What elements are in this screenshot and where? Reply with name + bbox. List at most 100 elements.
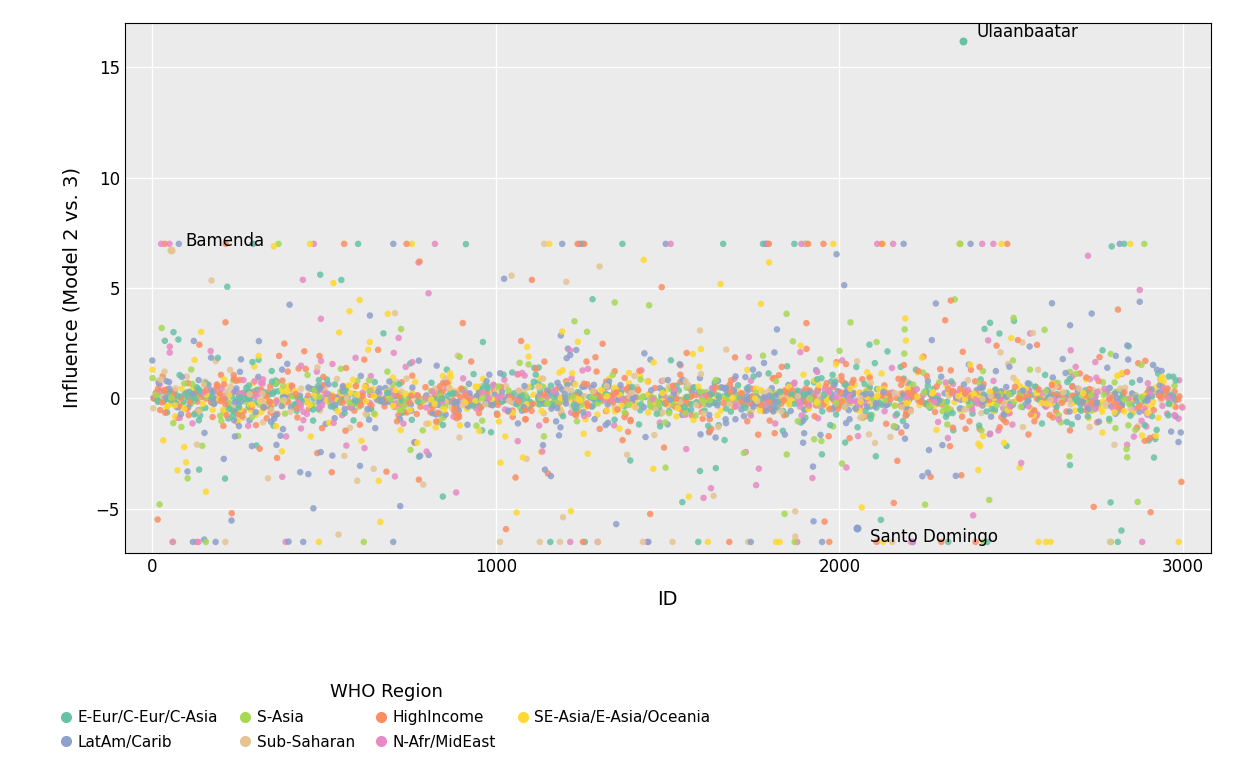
Point [306,390,326,402]
Point [392,395,412,407]
Point [835,386,855,399]
Point [804,376,824,389]
Point [946,388,966,400]
Point [433,491,453,503]
Point [885,387,905,399]
Point [162,393,182,406]
Point [822,392,842,404]
Point [487,408,507,420]
Point [557,383,577,396]
Point [668,395,688,407]
Point [409,474,429,486]
Point [305,399,324,411]
Point [231,408,251,420]
Point [817,400,837,412]
Point [248,373,268,386]
Point [560,536,580,548]
Point [711,381,731,393]
Point [300,399,319,411]
Point [544,386,564,398]
Point [196,384,216,396]
Point [428,399,448,411]
Point [231,353,251,366]
Point [1070,382,1090,395]
Point [588,392,608,404]
Point [549,381,569,393]
Point [196,389,216,401]
Point [787,391,807,403]
Point [1043,396,1063,409]
Point [725,389,745,401]
Point [150,391,170,403]
Point [950,402,970,415]
Point [283,390,303,402]
Point [920,399,940,412]
Point [156,392,176,405]
Point [281,406,301,418]
Point [552,406,572,418]
Point [401,357,421,369]
Point [353,536,373,548]
Point [951,469,971,482]
Point [991,390,1011,402]
Point [1106,349,1126,362]
Point [871,514,891,526]
Point [312,422,332,434]
Point [588,390,608,402]
Point [1114,386,1134,399]
Point [170,400,190,412]
Point [514,369,534,382]
Point [617,383,636,396]
Point [301,430,321,442]
Point [1027,384,1047,396]
Point [789,386,809,399]
Point [641,401,661,413]
Point [188,406,208,418]
Point [406,376,426,388]
Point [1138,395,1158,407]
Point [951,404,971,416]
Point [469,425,489,437]
Point [1068,394,1088,406]
Point [953,379,973,391]
Point [789,391,809,403]
Point [866,392,886,404]
Point [1112,368,1132,380]
Point [797,385,817,397]
Point [1129,406,1149,418]
Point [615,406,635,419]
Point [1112,385,1132,397]
Point [562,400,582,412]
Point [603,396,623,409]
Point [1035,399,1055,412]
Point [633,390,653,402]
Point [649,399,669,411]
Point [879,390,899,402]
Point [1080,421,1099,433]
Point [993,402,1013,414]
Point [875,405,895,417]
Point [832,354,852,366]
Point [1078,397,1098,409]
Point [736,446,756,458]
Point [388,409,408,422]
Point [175,402,195,415]
Point [721,374,741,386]
Point [768,389,787,401]
Point [308,382,328,395]
Point [398,394,418,406]
Point [1141,389,1161,401]
Point [185,387,205,399]
Point [353,386,373,399]
Point [832,458,852,470]
Point [253,386,273,398]
Point [1057,387,1077,399]
Point [407,389,427,402]
Point [860,370,880,382]
Point [208,392,228,405]
Point [300,382,319,395]
Point [768,402,787,414]
Point [226,403,246,415]
Point [985,392,1005,405]
Point [770,389,790,402]
